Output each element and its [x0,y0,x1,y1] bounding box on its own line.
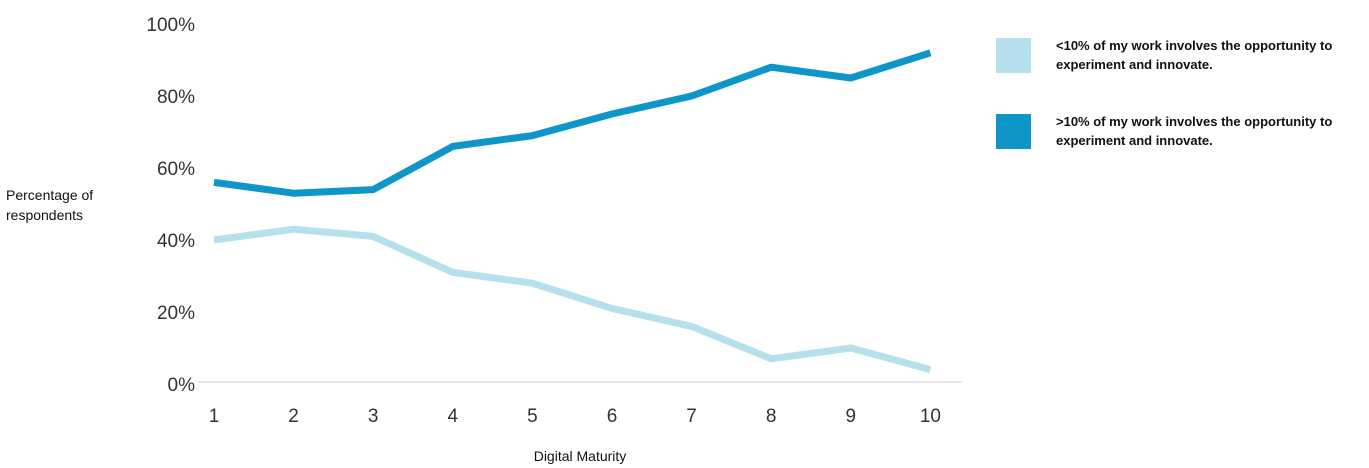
y-tick-label: 100% [146,15,195,36]
x-tick-label: 5 [527,406,538,427]
x-tick-label: 9 [846,406,857,427]
x-tick-label: 1 [209,406,220,427]
legend-swatch-below-10 [996,38,1031,73]
x-tick-label: 3 [368,406,379,427]
line-chart: 0% 20% 40% 60% 80% 100% 1 2 3 4 5 6 7 8 9 10 [146,15,962,427]
legend-label-below-10: <10% of my work involves the opportunity… [1056,38,1333,72]
x-tick-label: 7 [686,406,697,427]
legend-swatch-above-10 [996,114,1031,149]
y-axis-label: Percentage of respondents [6,187,94,223]
legend: <10% of my work involves the opportunity… [996,36,1361,188]
x-tick-label: 6 [607,406,618,427]
x-tick-label: 4 [448,406,459,427]
series-line-above-10 [213,49,932,197]
x-axis-label: Digital Maturity [533,448,627,464]
y-tick-label: 20% [157,303,195,324]
legend-item-below-10: <10% of my work involves the opportunity… [996,36,1361,96]
y-tick-label: 60% [157,159,195,180]
y-tick-label: 0% [168,375,196,396]
y-tick-labels: 0% 20% 40% 60% 80% 100% [146,15,195,396]
series-line-below-10 [213,225,932,373]
y-tick-label: 80% [157,87,195,108]
x-tick-label: 2 [288,406,299,427]
x-tick-labels: 1 2 3 4 5 6 7 8 9 10 [209,406,941,427]
y-tick-label: 40% [157,231,195,252]
x-tick-label: 10 [920,406,941,427]
legend-item-above-10: >10% of my work involves the opportunity… [996,112,1361,172]
x-tick-label: 8 [766,406,777,427]
legend-label-above-10: >10% of my work involves the opportunity… [1056,114,1333,148]
series-lines [213,49,932,373]
